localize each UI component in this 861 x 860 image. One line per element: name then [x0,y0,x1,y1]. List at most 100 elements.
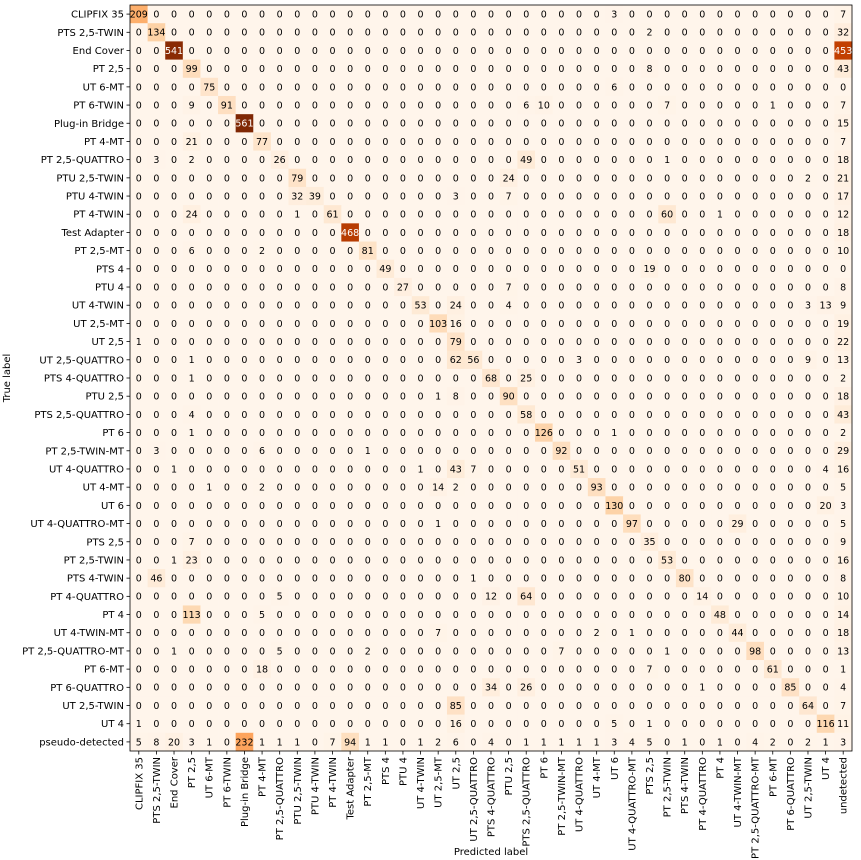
cell-value-label: 0 [576,10,582,21]
cell-value-label: 0 [171,392,177,403]
cell-value-label: 0 [400,155,406,166]
cell-value-label: 0 [752,246,758,257]
cell-value-label: 0 [241,264,247,275]
cell-value-label: 0 [259,301,265,312]
cell-value-label: 0 [136,665,142,676]
cell-value-label: 68 [485,373,497,384]
cell-value-label: 0 [382,228,388,239]
cell-value-label: 0 [329,392,335,403]
cell-value-label: 0 [541,483,547,494]
cell-value-label: 0 [506,719,512,730]
cell-value-label: 0 [241,155,247,166]
heatmap-cell [235,23,254,42]
cell-value-label: 0 [594,646,600,657]
cell-value-label: 0 [435,246,441,257]
heatmap-cell [394,168,413,188]
y-tick-label: PTS 4-TWIN [67,574,124,585]
cell-value-label: 2 [365,646,371,657]
cell-value-label: 0 [153,64,159,75]
cell-value-label: 0 [752,428,758,439]
cell-value-label: 0 [312,373,318,384]
cell-value-label: 0 [277,337,283,348]
cell-value-label: 0 [823,646,829,657]
heatmap-cell [270,77,289,97]
cell-value-label: 0 [787,446,793,457]
cell-value-label: 0 [682,483,688,494]
heatmap-cell [605,59,624,79]
cell-value-label: 0 [506,428,512,439]
heatmap-cell [218,168,237,188]
cell-value-label: 0 [382,82,388,93]
heatmap-cell [587,205,606,224]
cell-value-label: 0 [241,373,247,384]
cell-value-label: 0 [576,301,582,312]
cell-value-label: 0 [206,592,212,603]
heatmap-cell [270,205,289,224]
heatmap-cell [306,23,325,42]
cell-value-label: 0 [294,592,300,603]
heatmap-cell [711,77,730,97]
cell-value-label: 0 [171,28,177,39]
cell-value-label: 0 [382,10,388,21]
heatmap-cell [552,59,571,79]
cell-value-label: 0 [400,28,406,39]
cell-value-label: 0 [136,155,142,166]
cell-value-label: 0 [558,555,564,566]
cell-value-label: 0 [329,100,335,111]
y-tick-label: UT 4-TWIN [72,301,124,312]
cell-value-label: 0 [153,610,159,621]
cell-value-label: 0 [224,246,230,257]
cell-value-label: 0 [136,28,142,39]
y-tick-label: PTS 4-QUATTRO [44,374,124,385]
cell-value-label: 0 [171,210,177,221]
cell-value-label: 0 [136,646,142,657]
cell-value-label: 81 [362,246,374,257]
cell-value-label: 0 [787,665,793,676]
cell-value-label: 0 [805,191,811,202]
cell-value-label: 0 [735,337,741,348]
cell-value-label: 0 [294,537,300,548]
y-tick-label: UT 2,5-TWIN [62,701,124,712]
cell-value-label: 0 [470,155,476,166]
cell-value-label: 0 [682,701,688,712]
cell-value-label: 0 [171,355,177,366]
cell-value-label: 0 [558,319,564,330]
cell-value-label: 0 [470,537,476,548]
heatmap-cell [623,23,642,42]
cell-value-label: 0 [171,501,177,512]
cell-value-label: 0 [541,701,547,712]
cell-value-label: 0 [629,319,635,330]
heatmap-cell [640,5,659,24]
cell-value-label: 0 [294,574,300,585]
cell-value-label: 0 [224,319,230,330]
cell-value-label: 8 [453,392,459,403]
cell-value-label: 0 [224,737,230,748]
cell-value-label: 0 [241,28,247,39]
heatmap-cell [218,186,237,206]
cell-value-label: 0 [136,173,142,184]
cell-value-label: 0 [488,446,494,457]
cell-value-label: 0 [594,537,600,548]
cell-value-label: 0 [488,119,494,130]
cell-value-label: 9 [805,355,811,366]
heatmap-cell [658,77,677,97]
cell-value-label: 0 [752,337,758,348]
x-tick-label: PTS 4-QUATTRO [487,757,498,837]
cell-value-label: 0 [206,574,212,585]
cell-value-label: 0 [823,119,829,130]
cell-value-label: 0 [435,282,441,293]
heatmap-cell [763,114,782,133]
heatmap-cell [394,150,413,170]
cell-value-label: 0 [576,555,582,566]
cell-value-label: 0 [629,501,635,512]
heatmap-cell [711,95,730,115]
cell-value-label: 29 [731,519,743,530]
cell-value-label: 0 [224,64,230,75]
y-tick-label: PTU 2,5-TWIN [56,173,124,184]
cell-value-label: 0 [277,355,283,366]
cell-value-label: 0 [382,337,388,348]
heatmap-cell [376,5,395,24]
cell-value-label: 0 [611,464,617,475]
cell-value-label: 0 [594,446,600,457]
heatmap-cell [535,41,554,60]
